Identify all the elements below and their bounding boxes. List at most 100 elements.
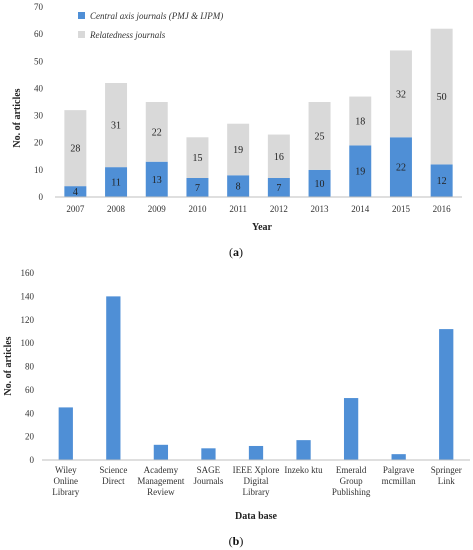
bar-relatedness [145, 102, 168, 162]
legend-swatch-relatedness [78, 31, 85, 38]
chart-b-x-tick-label: Emerald Group Publishing [332, 465, 371, 497]
bar-database [296, 440, 311, 460]
x-tick-label-line: Publishing [332, 487, 371, 497]
chart-a-x-tick-label: 2013 [311, 204, 330, 214]
bar-central-axis [186, 178, 209, 197]
chart-b-y-tick-label: 120 [21, 315, 35, 325]
chart-b-y-tick-label: 160 [21, 268, 35, 278]
x-tick-label-line: Group [340, 476, 363, 486]
chart-a-legend: Central axis journals (PMJ & IJPM) Relat… [78, 11, 223, 40]
x-tick-label-line: Springer [431, 465, 462, 475]
chart-b-x-ticks: Wiley Online Library Science Direct Academy Ma… [52, 465, 461, 497]
bar-relatedness [349, 96, 372, 146]
chart-b-y-tick-label: 100 [21, 338, 35, 348]
chart-b-x-tick-label: Palgrave mcmillan [382, 465, 416, 486]
chart-b-y-ticks: 0 20 40 60 80 100 120 140 160 [21, 268, 35, 465]
x-tick-label-line: Direct [102, 476, 125, 486]
bar-central-axis [308, 169, 331, 197]
bar-relatedness [267, 134, 290, 178]
data-label-central-axis: 8 [236, 182, 241, 193]
chart-a-y-tick-label: 50 [34, 56, 44, 66]
x-tick-label-line: Wiley [55, 465, 77, 475]
chart-a-x-axis-title: Year [252, 222, 273, 233]
data-label-relatedness: 15 [192, 153, 202, 164]
data-label-central-axis: 10 [315, 179, 325, 190]
data-label-relatedness: 16 [274, 152, 284, 163]
chart-b-bars [58, 296, 454, 460]
chart-a-y-tick-label: 0 [39, 192, 44, 202]
x-tick-label-line: Management [137, 476, 184, 486]
chart-b-x-tick-label: IEEE Xplore Digital Library [233, 465, 280, 497]
bar-relatedness [105, 83, 128, 168]
chart-a-y-axis-title: No. of articles [12, 88, 23, 147]
chart-b-y-tick-label: 140 [21, 291, 35, 301]
chart-a-y-tick-label: 30 [34, 111, 44, 121]
x-tick-label-line: Digital [244, 476, 269, 486]
data-label-relatedness: 22 [152, 127, 162, 138]
chart-b-x-axis-title: Data base [235, 511, 278, 522]
chart-b-caption: (b) [229, 534, 244, 548]
bar-relatedness [389, 50, 412, 138]
bar-relatedness [227, 123, 250, 176]
legend-label-central-axis: Central axis journals (PMJ & IJPM) [90, 11, 223, 21]
chart-b-x-tick-label: Springer Link [431, 465, 462, 486]
legend-label-relatedness: Relatedness journals [89, 30, 166, 40]
x-tick-label-line: Link [438, 476, 455, 486]
chart-a-caption-close: ) [239, 245, 243, 259]
bar-central-axis [145, 161, 168, 197]
bar-relatedness [186, 137, 209, 178]
x-tick-label-line: Palgrave [383, 465, 415, 475]
chart-b-y-tick-label: 80 [25, 362, 35, 372]
bar-relatedness [308, 102, 331, 170]
x-tick-label-line: Science [99, 465, 127, 475]
chart-a-x-ticks: 2007 2008 2009 2010 2011 2012 2013 2014 2015 2016 [66, 204, 451, 214]
chart-b-x-tick-label: Academy Management Review [137, 465, 184, 497]
bar-database [391, 454, 406, 460]
chart-a-x-tick-label: 2011 [229, 204, 247, 214]
bar-central-axis [349, 145, 372, 197]
bar-database [201, 448, 216, 460]
chart-b-y-tick-label: 60 [25, 385, 35, 395]
data-label-relatedness: 19 [233, 145, 243, 156]
chart-a-x-tick-label: 2009 [148, 204, 167, 214]
data-label-central-axis: 11 [111, 178, 121, 189]
data-label-central-axis: 7 [195, 183, 200, 194]
chart-b-y-tick-label: 0 [30, 455, 35, 465]
bar-central-axis [389, 137, 412, 197]
bar-database [343, 398, 359, 460]
data-label-central-axis: 22 [396, 163, 406, 174]
bar-central-axis [267, 178, 290, 197]
chart-a-x-tick-label: 2016 [433, 204, 452, 214]
chart-a-y-tick-label: 20 [34, 138, 44, 148]
chart-a-y-tick-label: 60 [34, 29, 44, 39]
chart-a-caption-open: ( [229, 245, 233, 259]
x-tick-label-line: Library [52, 487, 79, 497]
chart-a-data-labels: 4 28 11 31 13 22 7 15 8 19 7 16 10 25 19 18 22 32 12 50 [70, 89, 446, 198]
chart-b: 0 20 40 60 80 100 120 140 160 Wiley Online Library… [3, 268, 470, 548]
bar-central-axis [227, 175, 250, 197]
chart-a-caption: (a) [229, 245, 243, 259]
chart-b-y-tick-label: 40 [25, 408, 35, 418]
data-label-central-axis: 7 [276, 183, 281, 194]
chart-b-x-tick-label: SAGE Journals [193, 465, 223, 486]
chart-a-x-tick-label: 2015 [392, 204, 411, 214]
data-label-central-axis: 13 [152, 175, 162, 186]
chart-a-y-tick-label: 40 [34, 83, 44, 93]
chart-b-x-tick-label: Wiley Online Library [52, 465, 79, 497]
bar-database [106, 296, 121, 460]
bar-database [248, 445, 264, 460]
legend-swatch-central-axis [78, 12, 85, 19]
x-tick-label-line: Academy [144, 465, 179, 475]
chart-a-x-tick-label: 2010 [188, 204, 207, 214]
data-label-central-axis: 12 [437, 176, 447, 187]
data-label-relatedness: 25 [315, 131, 325, 142]
bar-database [153, 444, 169, 460]
x-tick-label-line: Journals [193, 476, 223, 486]
chart-a-x-tick-label: 2012 [270, 204, 288, 214]
bar-central-axis [105, 167, 128, 197]
bar-central-axis [430, 164, 453, 197]
x-tick-label-line: IEEE Xplore [233, 465, 280, 475]
chart-b-y-tick-label: 20 [25, 432, 35, 442]
chart-b-caption-close: ) [239, 534, 243, 548]
